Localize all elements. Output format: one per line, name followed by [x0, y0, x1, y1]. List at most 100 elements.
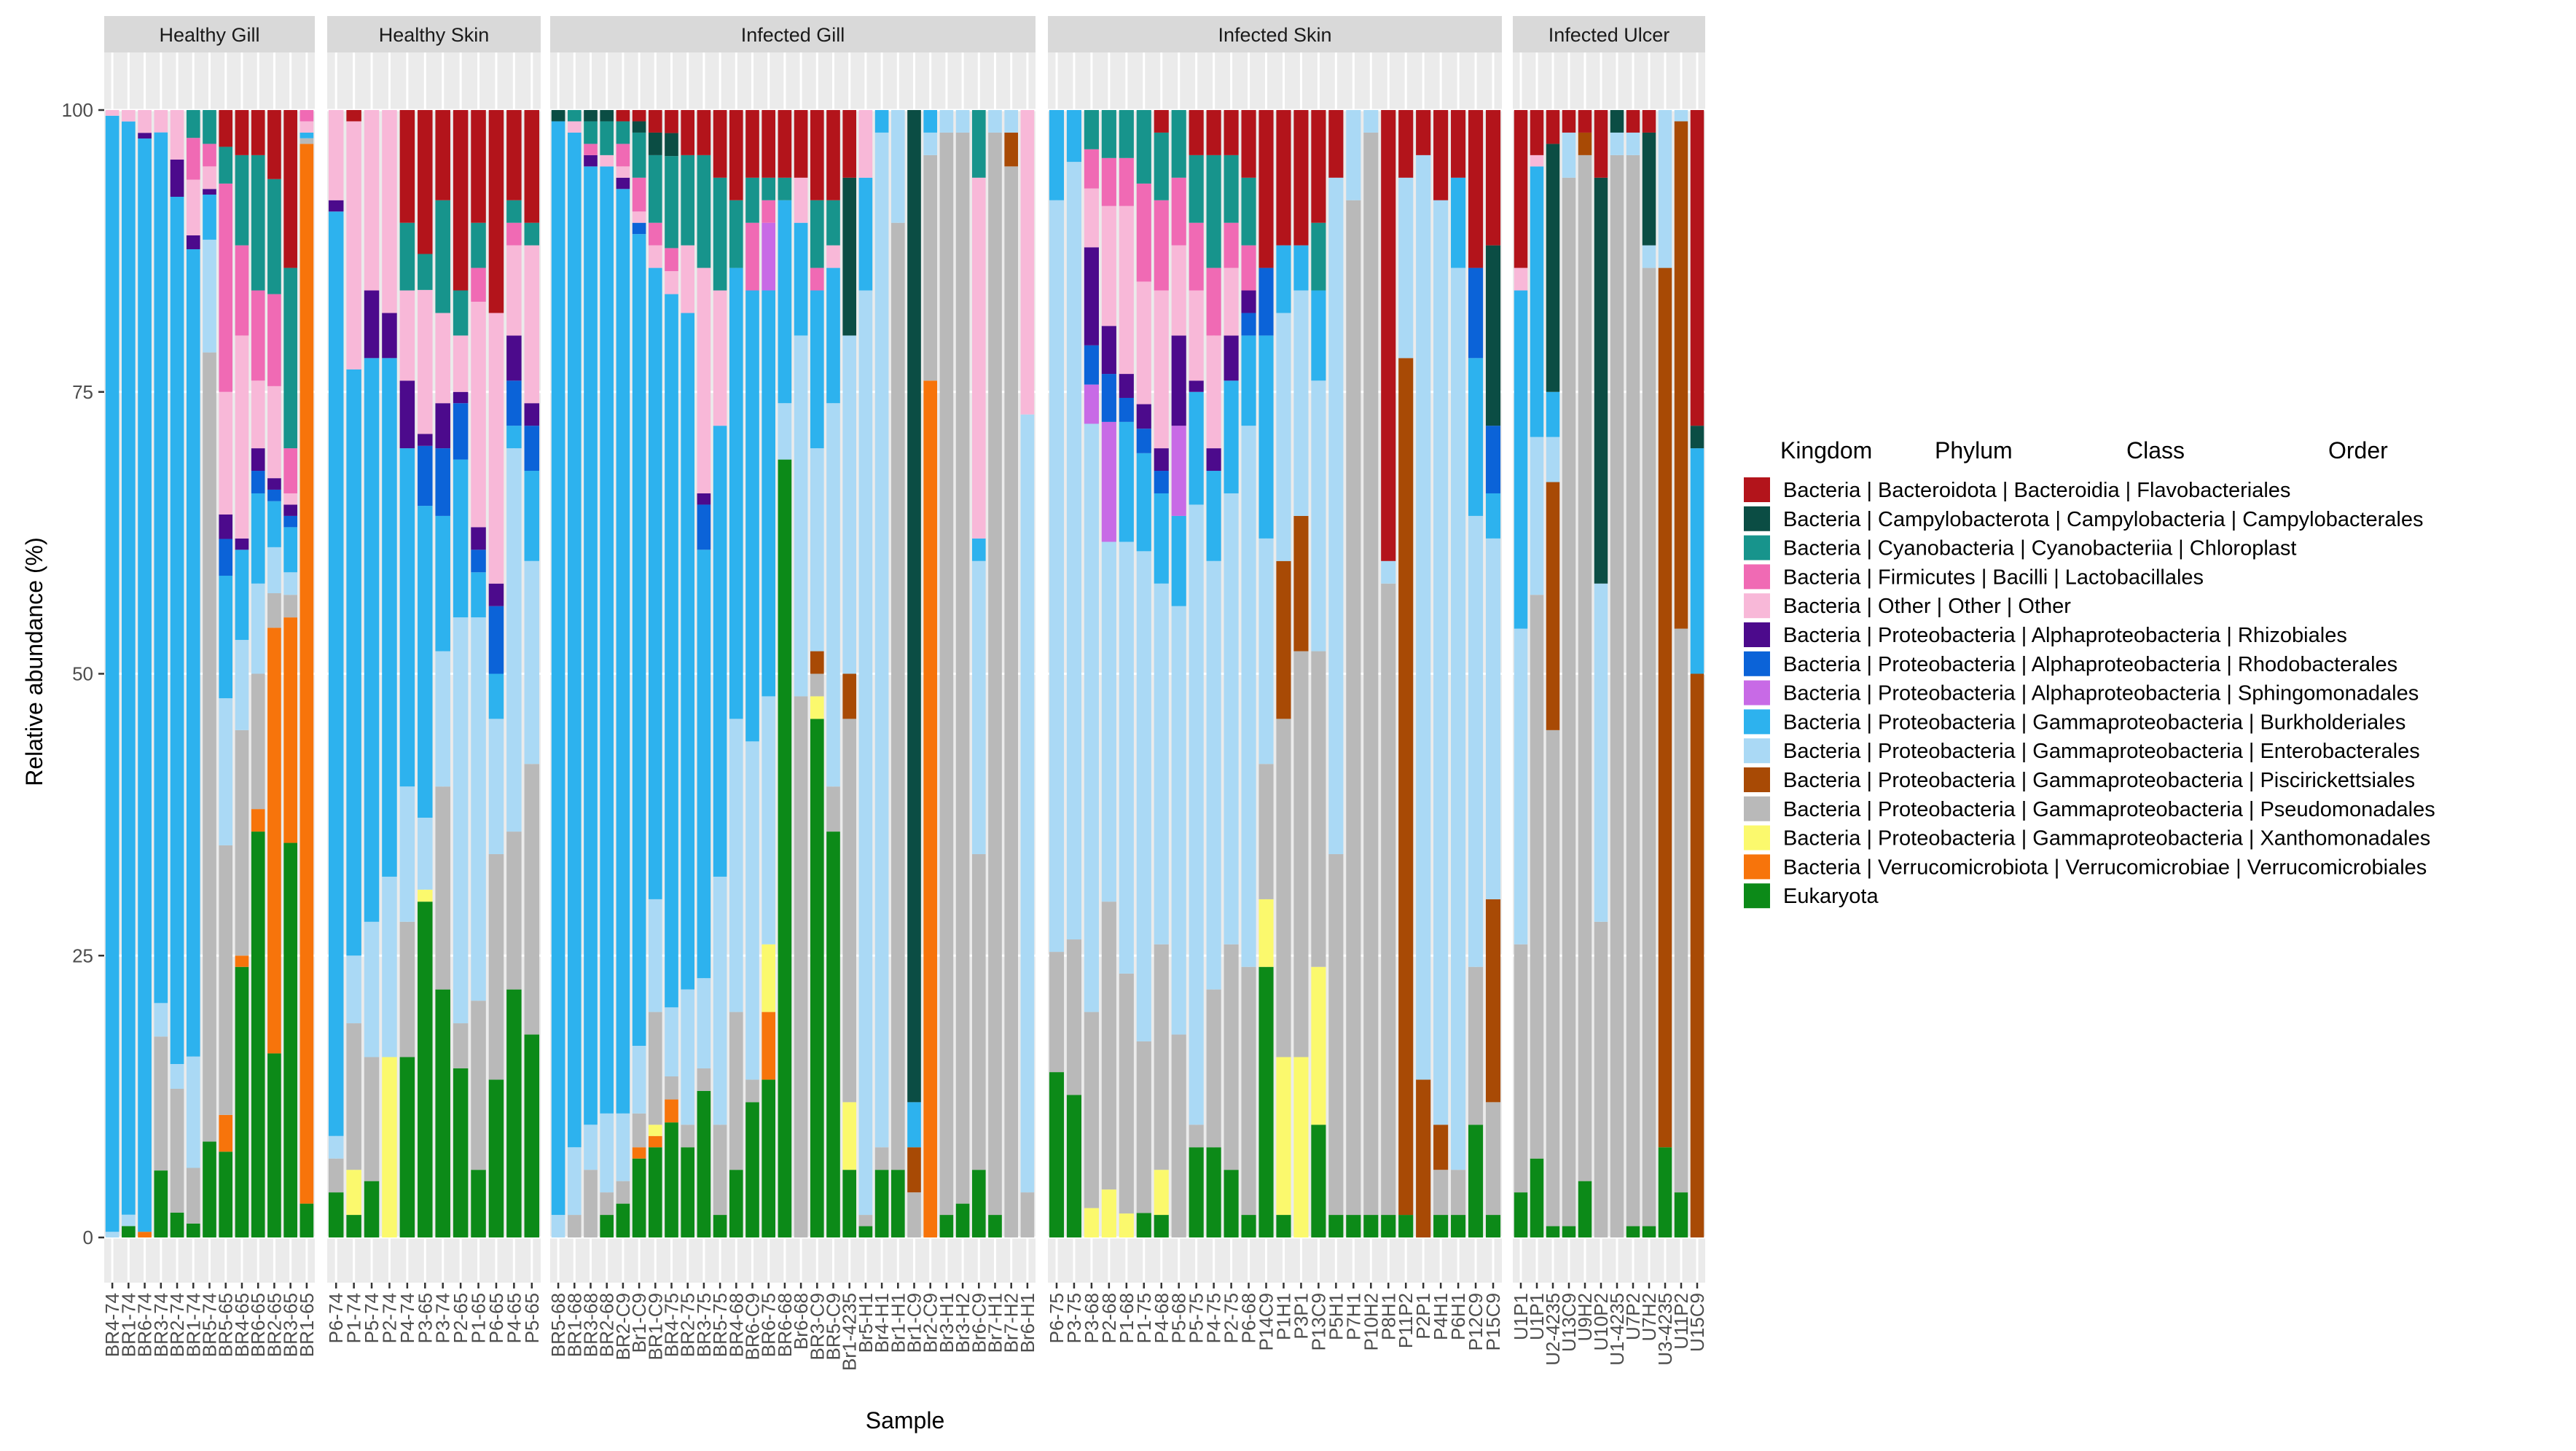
bar-BR4-68	[729, 110, 743, 1237]
bar-segment	[435, 110, 450, 200]
bar-segment	[524, 245, 540, 404]
bar-segment	[235, 730, 249, 956]
bar-segment	[1546, 482, 1560, 730]
facet-infected-skin: Infected SkinP6-75P3-75P3-68P2-68P1-68P1…	[1046, 16, 1504, 1351]
bar-segment	[1674, 110, 1688, 122]
bar-segment	[616, 110, 630, 122]
bar-segment	[251, 673, 265, 810]
bar-segment	[1381, 560, 1396, 584]
bar-segment	[283, 595, 297, 618]
bar-segment	[1206, 471, 1221, 561]
bar-segment	[1398, 177, 1414, 359]
facet-strip	[1048, 16, 1502, 52]
bar-segment	[745, 222, 759, 291]
bar-segment	[1658, 110, 1672, 268]
bar-segment	[418, 817, 433, 890]
bar-segment	[584, 1170, 598, 1237]
x-tick-label: BR1-68	[563, 1293, 585, 1357]
bar-segment	[186, 138, 200, 180]
bar-segment	[745, 290, 759, 742]
bar-segment	[988, 1215, 1002, 1237]
bar-segment	[328, 1158, 344, 1193]
bar-segment	[399, 448, 415, 787]
x-tick-label: BR6-C9	[742, 1293, 764, 1360]
x-tick-label: P6H1	[1447, 1293, 1469, 1340]
facet-infected-gill: Infected GillBR5-68BR1-68BR3-68BR2-68BR2…	[547, 16, 1038, 1371]
bar-segment	[300, 110, 314, 122]
bar-segment	[1276, 1215, 1291, 1237]
bar-segment	[1468, 515, 1484, 967]
x-tick-label: U7P2	[1622, 1293, 1644, 1340]
bar-segment	[778, 177, 792, 200]
bar-segment	[506, 832, 522, 990]
bar-Br2-C9	[923, 110, 938, 1237]
bar-segment	[1416, 155, 1431, 1080]
bar-segment	[713, 177, 727, 291]
bar-segment	[1258, 899, 1274, 967]
bar-segment	[251, 290, 265, 381]
bar-segment	[890, 1170, 905, 1237]
bar-segment	[1020, 110, 1035, 415]
x-tick-label: P3-74	[432, 1293, 454, 1343]
bar-segment	[435, 313, 450, 404]
bar-segment	[418, 902, 433, 1237]
bar-P2-68	[1101, 110, 1116, 1237]
bar-segment	[170, 197, 184, 1064]
bar-U2-4235	[1546, 110, 1560, 1237]
bar-segment	[1485, 493, 1501, 539]
bar-segment	[203, 352, 216, 1142]
bar-segment	[1241, 245, 1256, 291]
bar-segment	[251, 110, 265, 155]
bar-segment	[681, 313, 695, 990]
bar-BR3-C9	[810, 110, 824, 1237]
facet-strip-label: Infected Skin	[1218, 24, 1331, 46]
legend-label: Bacteria | Proteobacteria | Gammaproteob…	[1783, 711, 2405, 734]
bar-segment	[745, 741, 759, 1080]
legend-swatch	[1744, 535, 1770, 560]
x-tick-label: P2-68	[1098, 1293, 1120, 1343]
bar-P4-65	[506, 110, 522, 1237]
bar-segment	[138, 1232, 152, 1237]
bar-segment	[1626, 155, 1640, 1227]
bar-segment	[524, 426, 540, 472]
bar-segment	[681, 1147, 695, 1237]
bar-segment	[632, 1113, 646, 1148]
bar-segment	[524, 471, 540, 561]
bar-segment	[842, 719, 857, 1103]
bar-segment	[399, 786, 415, 922]
x-tick-label: P6-65	[485, 1293, 507, 1343]
bar-segment	[648, 1147, 662, 1237]
bar-segment	[267, 593, 281, 628]
x-tick-label: BR3-C9	[806, 1293, 828, 1360]
bar-segment	[1084, 188, 1099, 248]
bar-segment	[632, 234, 646, 1047]
bar-segment	[648, 1012, 662, 1125]
bar-segment	[235, 538, 249, 550]
bar-segment	[219, 698, 233, 845]
bar-segment	[842, 110, 857, 178]
bar-BR6-74	[138, 110, 152, 1237]
bar-segment	[399, 1057, 415, 1237]
x-tick-label: P8H1	[1377, 1293, 1399, 1340]
bar-segment	[346, 1215, 361, 1237]
bar-segment	[616, 189, 630, 1114]
bar-BR1-65	[300, 110, 314, 1237]
bar-P2-65	[453, 110, 469, 1237]
bar-segment	[235, 549, 249, 641]
bar-BR6-68	[778, 110, 792, 1237]
bar-segment	[1101, 110, 1116, 158]
bar-segment	[1004, 110, 1019, 133]
bar-segment	[729, 200, 743, 268]
bar-segment	[1610, 132, 1624, 155]
bar-segment	[1206, 110, 1221, 155]
bar-segment	[810, 651, 824, 674]
bar-segment	[1066, 162, 1082, 940]
bar-segment	[1206, 1147, 1221, 1237]
bar-P8H1	[1381, 110, 1396, 1237]
bar-segment	[1258, 764, 1274, 899]
bar-segment	[219, 183, 233, 392]
bar-segment	[203, 195, 216, 240]
bar-segment	[1416, 110, 1431, 155]
legend-swatch	[1744, 767, 1770, 792]
bar-segment	[219, 539, 233, 576]
